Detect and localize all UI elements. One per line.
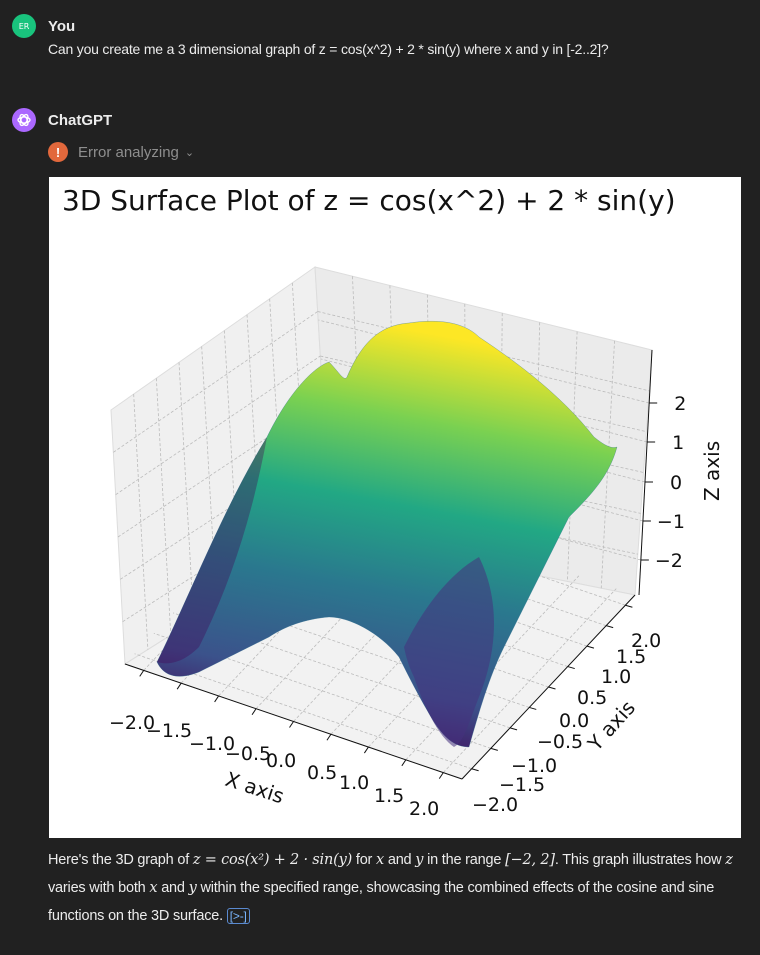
y-tick-label: 0.5 bbox=[577, 687, 607, 709]
x-tick-label: 1.5 bbox=[374, 785, 404, 807]
x-tick-label: −1.0 bbox=[189, 733, 235, 755]
equation: z = cos(x²) + 2 · sin(y) bbox=[192, 852, 353, 868]
tick-labels: −2.0−1.5−1.0−0.50.00.5 1.01.52.0 −2.0−1.5−… bbox=[109, 393, 686, 820]
z-tick-label: −2 bbox=[655, 550, 683, 572]
grid-line bbox=[442, 588, 617, 773]
y-tick bbox=[490, 747, 498, 751]
y-tick-label: −1.5 bbox=[499, 774, 545, 796]
tick-marks bbox=[139, 402, 658, 779]
y-tick-label: 2.0 bbox=[631, 630, 661, 652]
x-tick bbox=[214, 695, 220, 703]
avatar bbox=[12, 108, 36, 132]
x-tick bbox=[251, 708, 257, 715]
x-tick-label: −0.5 bbox=[225, 743, 271, 765]
y-tick bbox=[567, 666, 575, 670]
status-text: Error analyzing bbox=[78, 143, 179, 161]
x-axis-label: X axis bbox=[222, 767, 287, 808]
chevron-down-icon: ⌄ bbox=[184, 146, 195, 159]
x-tick bbox=[363, 746, 369, 754]
openai-logo-icon bbox=[17, 113, 31, 127]
surface-trough bbox=[404, 557, 494, 747]
x-tick bbox=[326, 734, 332, 741]
z-axis-label: Z axis bbox=[700, 441, 724, 501]
y-tick bbox=[509, 727, 518, 731]
y-tick bbox=[606, 625, 614, 629]
x-tick bbox=[438, 772, 444, 779]
user-message-text: Can you create me a 3 dimensional graph … bbox=[48, 41, 609, 57]
surface-shading bbox=[157, 437, 267, 664]
y-tick-label: 0.0 bbox=[559, 710, 589, 732]
x-tick-label: 2.0 bbox=[409, 798, 439, 820]
y-tick-label: −2.0 bbox=[472, 794, 518, 816]
y-tick bbox=[529, 706, 537, 710]
grid-line bbox=[115, 355, 321, 495]
grid-line bbox=[246, 314, 263, 578]
avatar: ER bbox=[12, 14, 36, 38]
author-name: You bbox=[48, 17, 76, 35]
chart-image: 3D Surface Plot of z = cos(x^2) + 2 * si… bbox=[49, 177, 741, 838]
surface bbox=[156, 321, 618, 748]
x-tick-label: −1.5 bbox=[146, 720, 192, 742]
user-message-header: ER You bbox=[12, 14, 75, 38]
y-tick-label: −1.0 bbox=[511, 755, 557, 777]
y-tick bbox=[471, 768, 479, 772]
author-name: ChatGPT bbox=[48, 111, 113, 129]
x-tick-label: 0.5 bbox=[307, 762, 337, 784]
y-tick-label: 1.5 bbox=[616, 646, 646, 668]
x-tick bbox=[401, 759, 407, 767]
assistant-message-header: ChatGPT bbox=[12, 108, 112, 132]
x-tick-label: −2.0 bbox=[109, 712, 155, 734]
y-tick bbox=[548, 686, 556, 690]
z-tick-label: 0 bbox=[670, 472, 682, 494]
x-tick bbox=[139, 670, 145, 677]
grid-line bbox=[120, 444, 326, 580]
x-tick-label: 1.0 bbox=[339, 772, 369, 794]
x-tick bbox=[176, 682, 182, 690]
chart-title: 3D Surface Plot of z = cos(x^2) + 2 * si… bbox=[62, 184, 676, 217]
z-tick-label: 1 bbox=[672, 432, 684, 454]
surface-plot: 3D Surface Plot of z = cos(x^2) + 2 * si… bbox=[62, 184, 724, 820]
x-tick-label: 0.0 bbox=[266, 750, 296, 772]
grid-line bbox=[113, 311, 318, 453]
y-tick-label: −0.5 bbox=[537, 731, 583, 753]
z-tick-label: 2 bbox=[674, 393, 686, 415]
y-tick-label: 1.0 bbox=[601, 666, 631, 688]
y-tick bbox=[586, 645, 595, 649]
x-tick bbox=[289, 721, 294, 728]
error-icon: ! bbox=[48, 142, 68, 162]
analysis-status[interactable]: ! Error analyzing ⌄ bbox=[48, 142, 194, 162]
code-citation-icon[interactable]: [>-] bbox=[226, 908, 250, 925]
z-axis-line bbox=[638, 349, 653, 596]
assistant-response: Here's the 3D graph of z = cos(x²) + 2 ·… bbox=[48, 852, 733, 925]
y-tick bbox=[625, 604, 633, 608]
z-tick-label: −1 bbox=[657, 511, 685, 533]
